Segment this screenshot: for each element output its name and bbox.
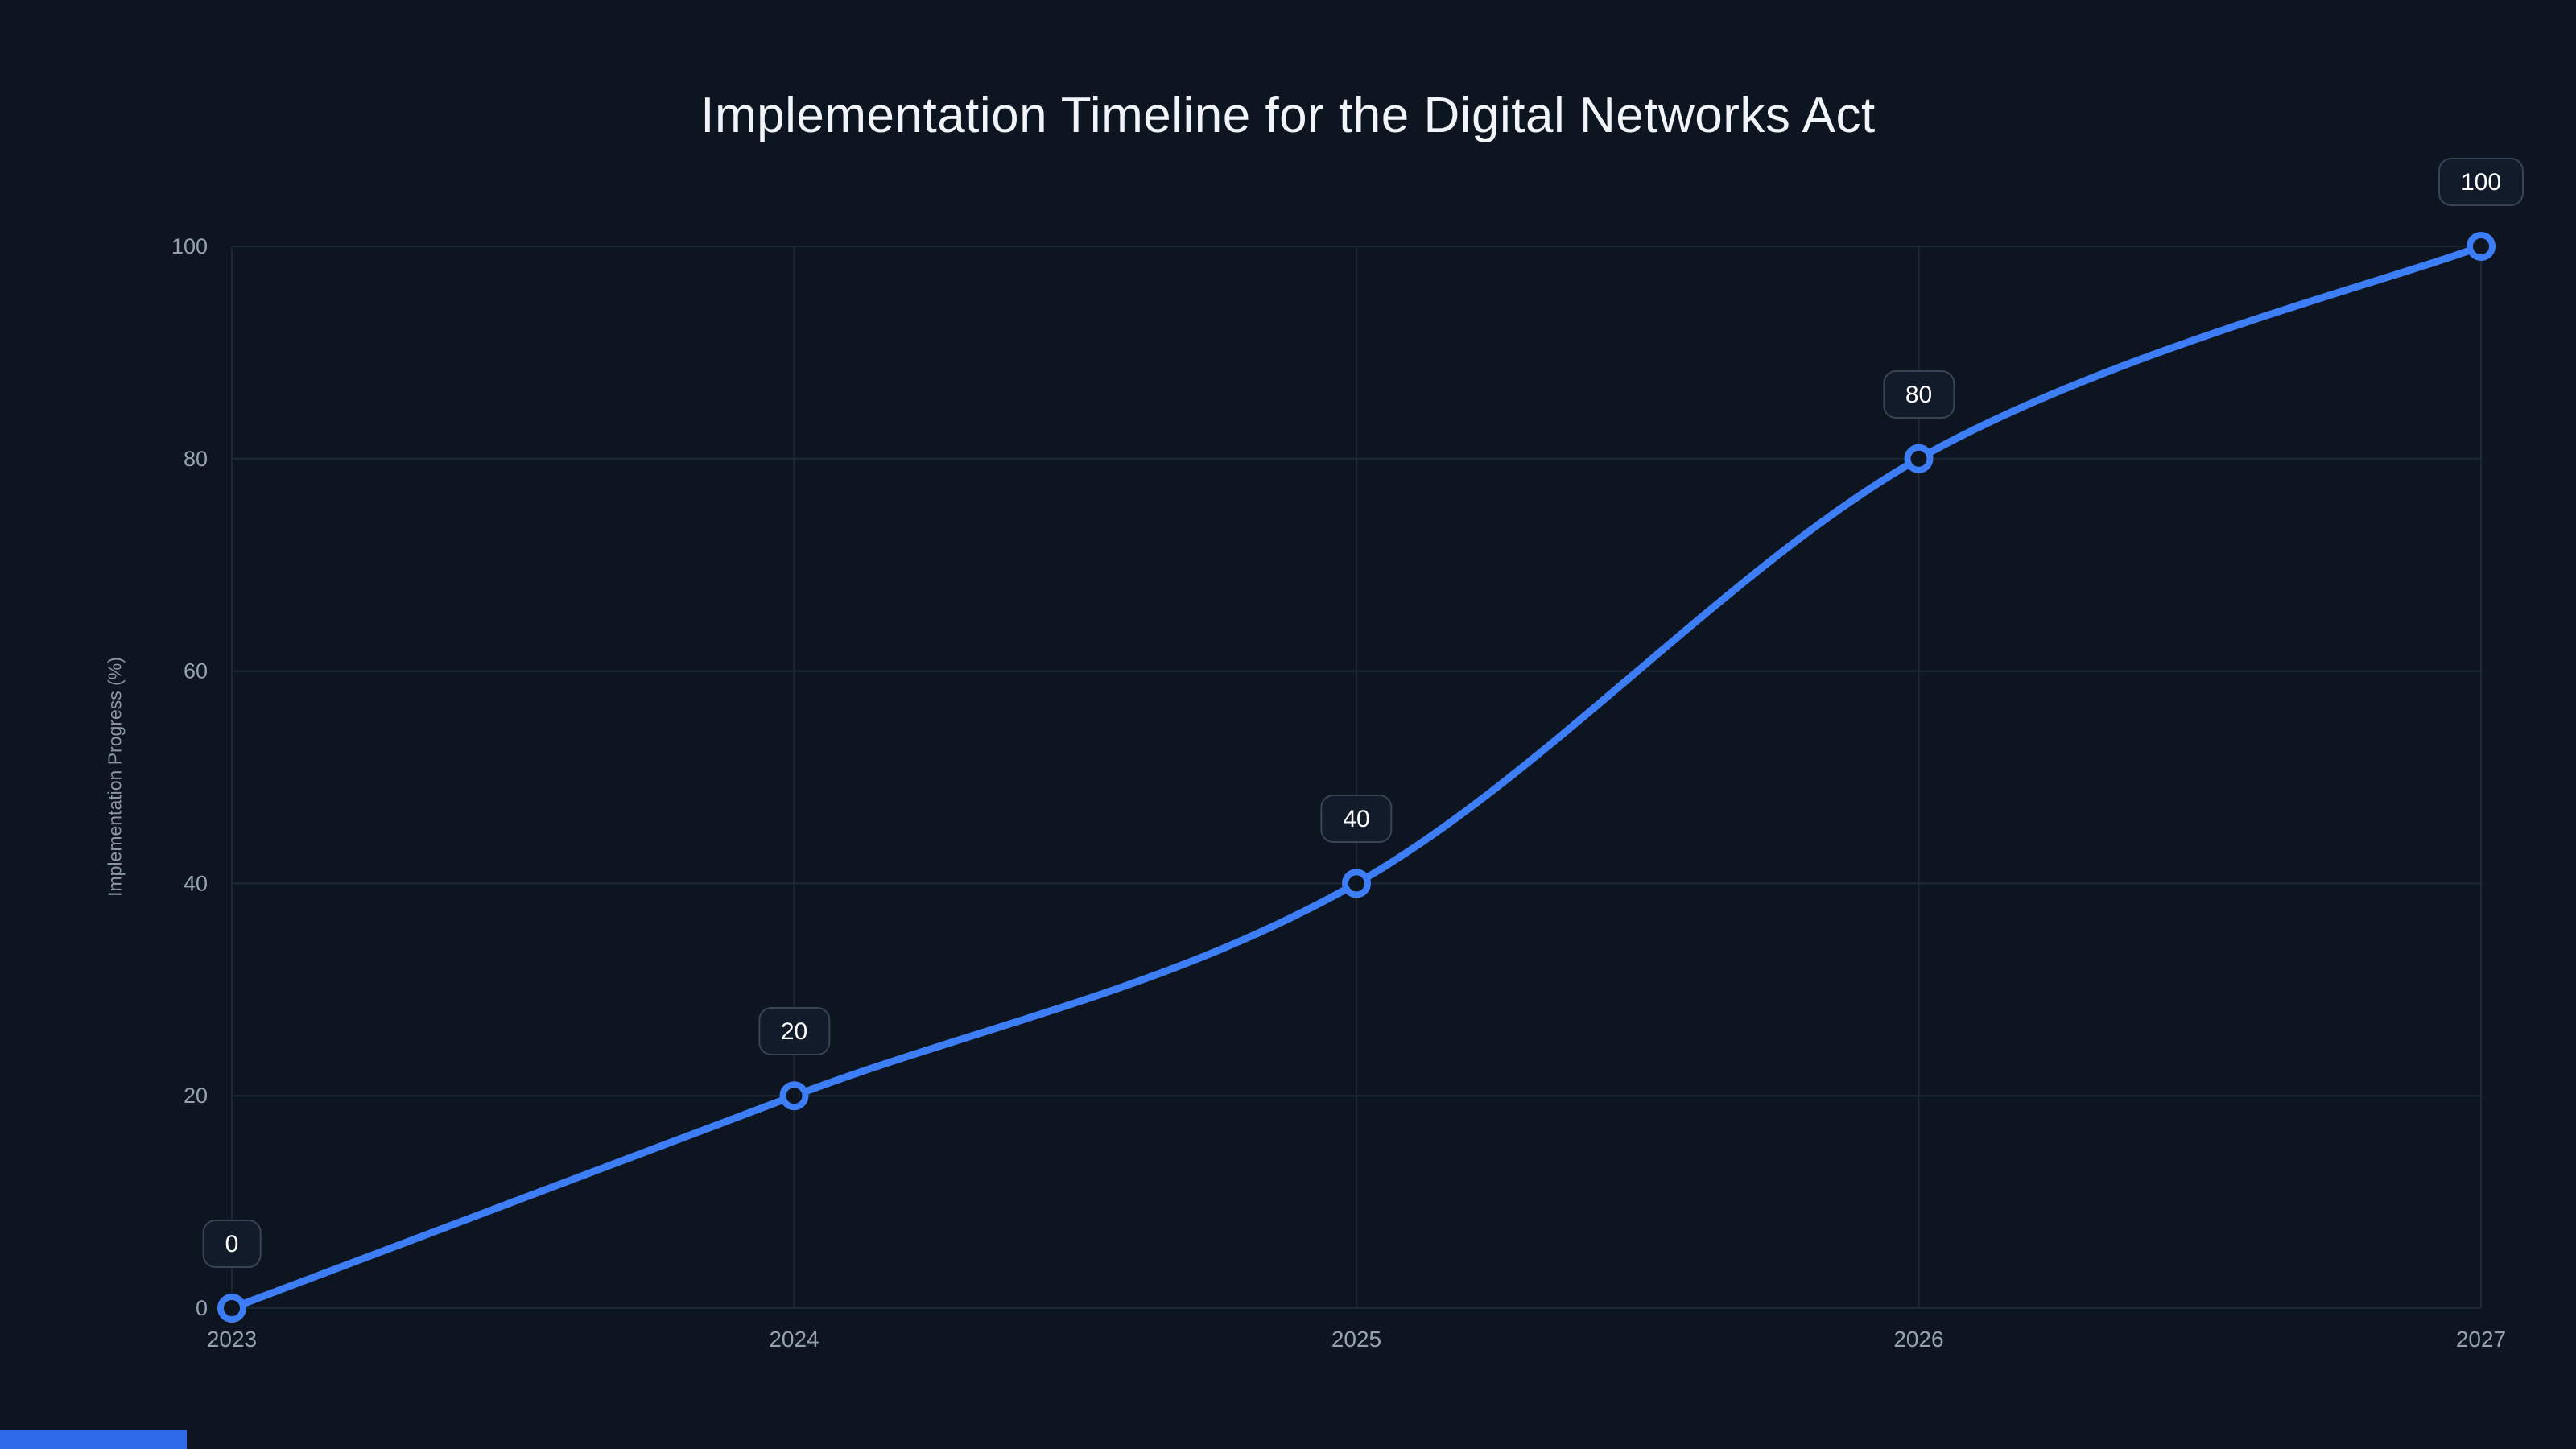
y-tick-label: 60 — [184, 659, 208, 683]
x-tick-label: 2026 — [1893, 1327, 1943, 1352]
point-label-badge: 100 — [2438, 158, 2524, 206]
y-tick-label: 0 — [196, 1296, 208, 1320]
bottom-left-accent-bar — [0, 1430, 187, 1449]
point-label-badge: 0 — [202, 1220, 262, 1268]
point-label-badge: 40 — [1320, 795, 1393, 844]
y-tick-label: 80 — [184, 447, 208, 471]
y-axis-label: Implementation Progress (%) — [104, 657, 126, 897]
x-tick-label: 2025 — [1331, 1327, 1381, 1352]
data-point-marker[interactable] — [2467, 232, 2496, 261]
y-tick-label: 100 — [171, 234, 208, 258]
data-point-marker[interactable] — [1904, 444, 1934, 473]
data-point-marker[interactable] — [217, 1294, 246, 1323]
data-point-marker[interactable] — [779, 1081, 809, 1111]
chart-title: Implementation Timeline for the Digital … — [700, 88, 1876, 143]
x-tick-label: 2024 — [769, 1327, 819, 1352]
y-tick-label: 20 — [184, 1084, 208, 1108]
point-label-badge: 20 — [758, 1007, 831, 1056]
x-tick-label: 2027 — [2456, 1327, 2506, 1352]
y-tick-label: 40 — [184, 871, 208, 895]
x-tick-label: 2023 — [207, 1327, 257, 1352]
data-point-marker[interactable] — [1342, 869, 1371, 898]
point-label-badge: 80 — [1882, 369, 1955, 419]
